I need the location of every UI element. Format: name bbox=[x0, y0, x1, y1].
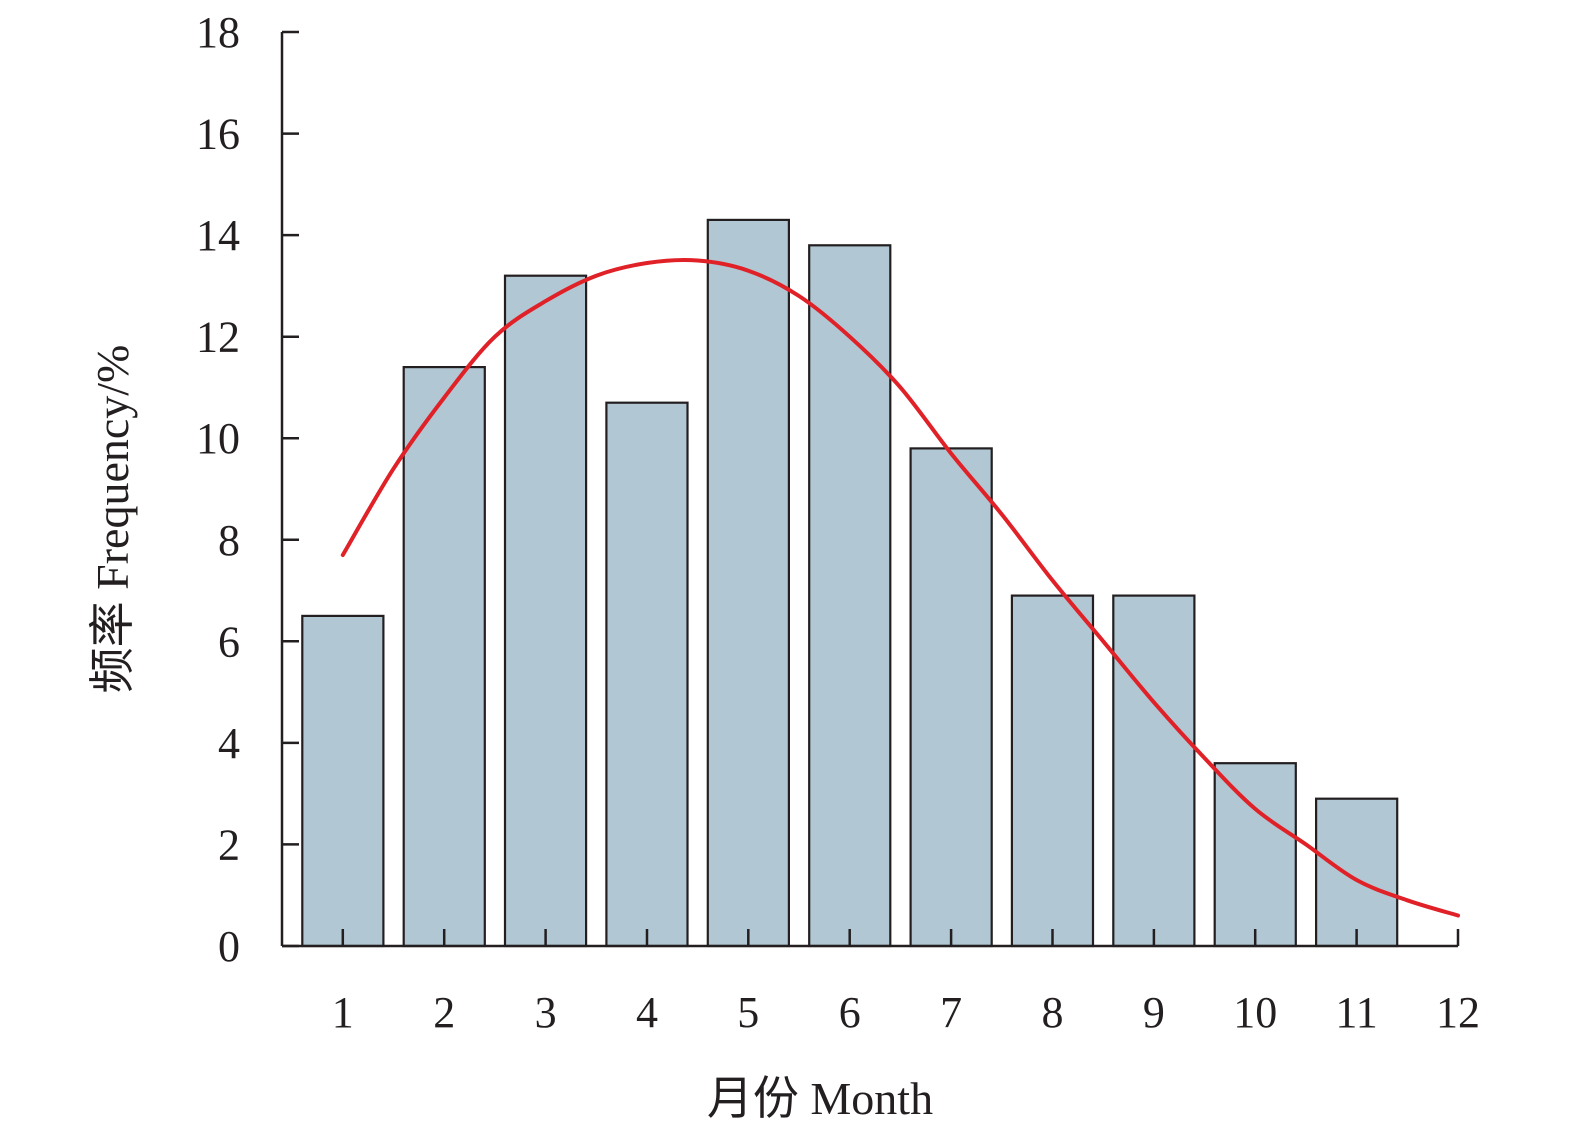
y-tick-label: 0 bbox=[218, 922, 240, 971]
y-tick-label: 16 bbox=[196, 110, 240, 159]
x-tick-label: 1 bbox=[332, 988, 354, 1037]
x-tick-label: 11 bbox=[1335, 988, 1377, 1037]
y-tick-label: 6 bbox=[218, 617, 240, 666]
y-tick-label: 14 bbox=[196, 211, 240, 260]
x-axis-title: 月份 Month bbox=[707, 1073, 933, 1124]
bars-layer bbox=[301, 218, 1399, 948]
x-tick-label: 4 bbox=[636, 988, 658, 1037]
y-tick-label: 2 bbox=[218, 820, 240, 869]
bar-month-8 bbox=[1010, 594, 1095, 948]
bar-month-3 bbox=[503, 274, 588, 948]
fit-curve-line bbox=[340, 257, 1460, 918]
bar-month-6 bbox=[808, 244, 892, 948]
y-ticks-layer: 0 2 4 6 8 10 12 14 16 18 bbox=[196, 8, 299, 971]
y-tick-label: 12 bbox=[196, 313, 240, 362]
x-tick-label: 6 bbox=[839, 988, 861, 1037]
bar-month-9 bbox=[1112, 594, 1196, 948]
bar-month-7 bbox=[909, 447, 993, 948]
bar-month-11 bbox=[1314, 797, 1399, 948]
x-tick-label: 2 bbox=[433, 988, 455, 1037]
x-tick-label: 12 bbox=[1436, 988, 1480, 1037]
bar-month-5 bbox=[706, 218, 790, 948]
axes-layer bbox=[280, 32, 1458, 948]
y-tick-label: 18 bbox=[196, 8, 240, 57]
bar-month-2 bbox=[402, 366, 486, 948]
bar-month-1 bbox=[301, 614, 385, 948]
x-tick-label: 9 bbox=[1143, 988, 1165, 1037]
bar-month-10 bbox=[1213, 762, 1297, 948]
y-tick-label: 4 bbox=[218, 719, 240, 768]
curve-layer bbox=[340, 257, 1460, 918]
x-ticks-layer: 1 2 3 4 5 6 7 8 9 10 11 12 bbox=[332, 929, 1480, 1037]
bar-month-4 bbox=[605, 401, 689, 948]
y-tick-label: 8 bbox=[218, 516, 240, 565]
x-tick-label: 3 bbox=[535, 988, 557, 1037]
x-tick-label: 8 bbox=[1042, 988, 1064, 1037]
y-tick-label: 10 bbox=[196, 414, 240, 463]
x-tick-label: 7 bbox=[940, 988, 962, 1037]
x-tick-label: 10 bbox=[1233, 988, 1277, 1037]
x-tick-label: 5 bbox=[737, 988, 759, 1037]
y-axis-title: 频率 Frequency/% bbox=[87, 345, 138, 694]
